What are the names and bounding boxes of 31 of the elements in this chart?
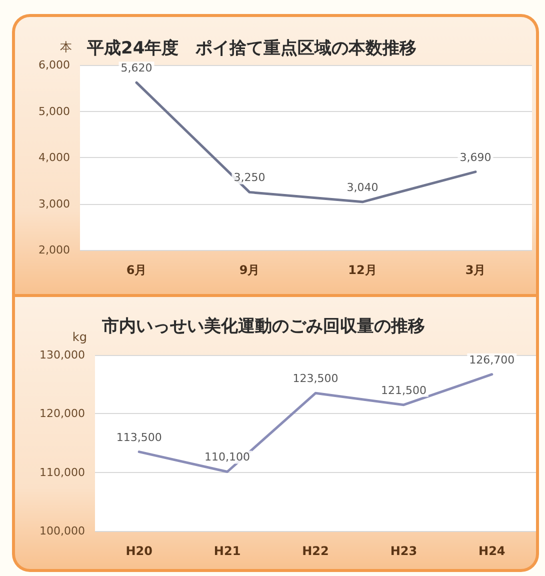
data-label: 123,500 <box>292 372 338 386</box>
data-label: 3,250 <box>234 171 266 184</box>
x-tick-label: 6月 <box>126 263 147 277</box>
x-tick-label: 12月 <box>348 263 377 277</box>
y-tick-label: 6,000 <box>38 58 70 72</box>
chart-title: 平成24年度 ポイ捨て重点区域の本数推移 <box>86 38 417 58</box>
x-tick-label: H24 <box>478 544 506 558</box>
y-tick-label: 4,000 <box>38 151 70 164</box>
y-tick-label: 120,000 <box>40 407 85 420</box>
x-tick-label: 9月 <box>239 263 260 277</box>
x-tick-label: H22 <box>302 544 329 558</box>
x-tick-label: H23 <box>390 544 418 558</box>
data-label: 5,620 <box>120 62 152 75</box>
x-tick-label: H20 <box>126 544 152 558</box>
data-label: 113,500 <box>116 430 162 444</box>
y-tick-label: 110,000 <box>40 466 85 479</box>
data-label: 121,500 <box>380 384 426 397</box>
data-label: 110,100 <box>204 450 250 464</box>
x-tick-label: H21 <box>214 544 241 558</box>
y-tick-label: 130,000 <box>40 348 85 362</box>
x-tick-label: 3月 <box>465 263 486 277</box>
y-tick-label: 5,000 <box>38 104 70 118</box>
y-axis-title: kg <box>72 330 87 344</box>
y-tick-label: 3,000 <box>38 197 70 210</box>
data-label: 3,690 <box>460 150 492 164</box>
data-label: 3,040 <box>346 180 378 194</box>
y-axis-title: 本 <box>60 40 72 54</box>
y-tick-label: 2,000 <box>38 244 70 256</box>
data-label: 126,700 <box>469 353 515 366</box>
chart-title: 市内いっせい美化運動のごみ回収量の推移 <box>101 316 425 336</box>
y-tick-label: 100,000 <box>40 524 85 538</box>
